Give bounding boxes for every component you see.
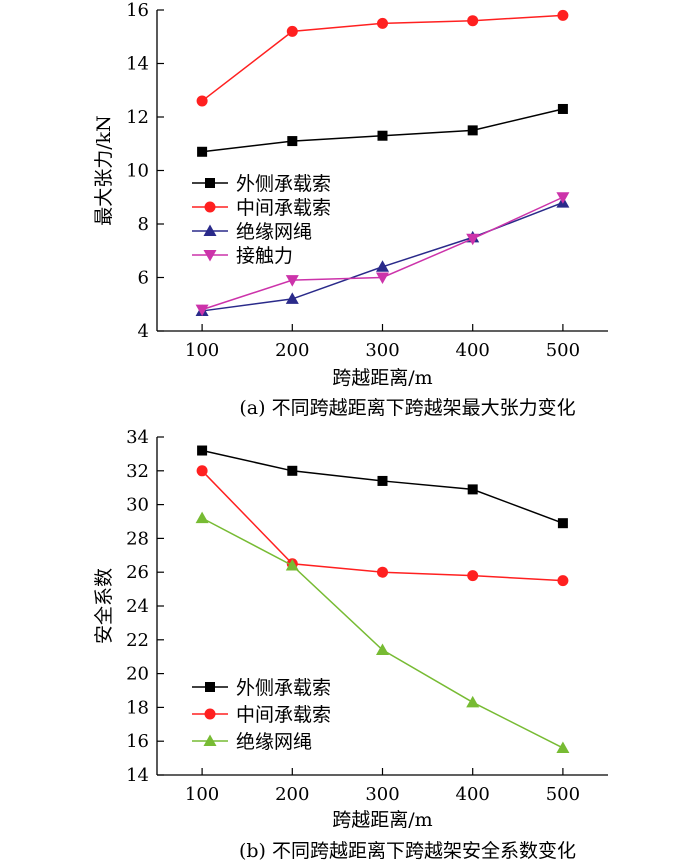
data-point	[557, 575, 569, 587]
legend-entry: 外侧承载索	[236, 677, 331, 699]
legend-swatch-marker	[204, 201, 216, 213]
data-point	[287, 465, 298, 476]
data-point	[377, 566, 388, 578]
data-point	[467, 570, 479, 582]
y-tick-label: 30	[126, 495, 149, 516]
legend-swatch-marker	[203, 250, 217, 262]
data-point	[285, 558, 299, 571]
y-tick-label: 34	[126, 427, 149, 448]
y-tick-label: 20	[126, 664, 149, 685]
data-point	[197, 445, 208, 456]
series-group	[196, 9, 569, 107]
x-tick-label: 100	[185, 340, 219, 361]
data-point	[556, 192, 570, 204]
legend-entry: 接触力	[236, 245, 293, 267]
y-tick-label: 18	[126, 697, 149, 718]
series-line	[201, 449, 564, 524]
data-point	[285, 292, 299, 304]
legend-swatch-marker	[204, 708, 216, 720]
series-group	[195, 511, 570, 753]
data-point	[376, 643, 389, 655]
y-tick-label: 28	[126, 528, 149, 549]
x-tick-label: 300	[365, 340, 399, 361]
x-tick-label: 400	[456, 340, 490, 361]
y-tick-label: 32	[126, 461, 149, 482]
data-point	[377, 475, 388, 486]
data-point	[195, 511, 209, 524]
chart-a: 4 6 8 10 12 14 16 100 200 300 400 500 跨越距离/m 最大张力/kN (…	[93, 0, 608, 419]
data-point	[467, 15, 479, 27]
x-tick-label: 100	[185, 784, 219, 805]
chart-caption: (b) 不同跨越距离下跨越架安全系数变化	[239, 840, 576, 862]
data-point	[287, 136, 298, 147]
x-tick-label: 500	[546, 784, 580, 805]
legend-swatch-marker	[205, 682, 215, 692]
legend-entry: 中间承载索	[236, 704, 331, 726]
data-point	[376, 260, 389, 272]
data-point	[466, 233, 480, 246]
legend-entry: 绝缘网绳	[236, 221, 312, 243]
series-group	[195, 192, 570, 317]
data-point	[377, 17, 388, 29]
x-tick-label: 200	[275, 340, 309, 361]
data-point	[196, 95, 208, 107]
legend-swatch-marker	[203, 224, 217, 236]
y-tick-label: 24	[126, 596, 149, 617]
y-tick-label: 22	[126, 630, 149, 651]
legend-entry: 外侧承载索	[236, 173, 331, 195]
y-tick-label: 14	[126, 765, 149, 786]
x-tick-label: 300	[365, 784, 399, 805]
y-tick-label: 8	[138, 214, 149, 235]
data-point	[377, 130, 388, 141]
data-point	[285, 275, 299, 287]
y-axis-label: 最大张力/kN	[93, 115, 115, 226]
data-point	[557, 9, 569, 21]
legend-swatch-marker	[203, 734, 217, 746]
legend-entry: 绝缘网绳	[236, 731, 312, 753]
data-point	[467, 125, 478, 136]
data-point	[197, 146, 208, 157]
series-group	[197, 445, 568, 529]
series-group	[196, 465, 569, 587]
series-group	[197, 103, 568, 157]
data-point	[195, 304, 209, 317]
data-point	[466, 695, 480, 708]
x-tick-label: 200	[275, 784, 309, 805]
x-tick-label: 400	[456, 784, 490, 805]
y-tick-label: 4	[138, 321, 149, 342]
legend-swatch-marker	[205, 178, 215, 188]
data-point	[286, 25, 298, 37]
x-axis-label: 跨越距离/m	[332, 367, 432, 389]
y-tick-label: 14	[126, 54, 149, 75]
y-tick-label: 16	[126, 0, 149, 21]
series-line	[201, 470, 563, 582]
y-tick-label: 10	[126, 161, 149, 182]
data-point	[557, 103, 568, 114]
series-line	[202, 108, 564, 153]
y-tick-label: 16	[126, 731, 149, 752]
y-tick-label: 6	[138, 268, 149, 289]
data-point	[467, 484, 478, 495]
data-point	[376, 272, 389, 284]
y-tick-label: 12	[126, 107, 149, 128]
chart-caption: (a) 不同跨越距离下跨越架最大张力变化	[239, 397, 575, 419]
y-tick-label: 26	[126, 562, 149, 583]
chart-b: 14 16 18 20 22 24 26 28 30 32 34 100 200 300 400 500 跨越距…	[93, 427, 608, 862]
x-axis-label: 跨越距离/m	[332, 809, 432, 831]
data-point	[556, 741, 570, 753]
legend-entry: 中间承载索	[236, 197, 331, 219]
x-tick-label: 500	[546, 340, 580, 361]
y-axis-label: 安全系数	[93, 568, 115, 644]
data-point	[557, 518, 568, 529]
data-point	[196, 465, 208, 477]
